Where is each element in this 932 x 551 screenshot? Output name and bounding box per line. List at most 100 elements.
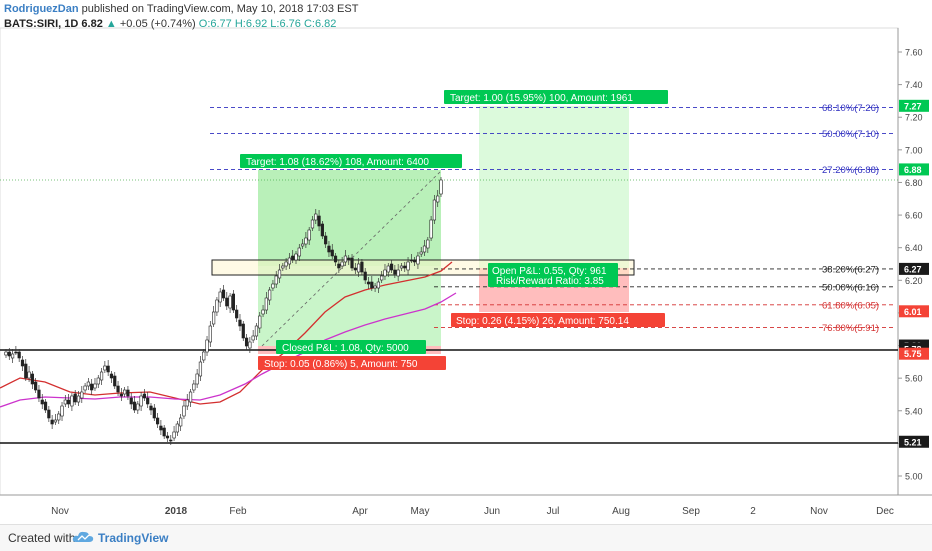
candle-body [198,361,203,377]
candle-body [416,255,420,265]
candle-body [307,229,311,241]
candle-body [4,351,8,356]
target-long-text: Target: 1.08 (18.62%) 108, Amount: 6400 [246,157,429,168]
candle-body [277,269,282,279]
candle-body [261,309,265,315]
candle-body [274,275,278,285]
candle-body [251,335,255,341]
candle-body [182,405,186,417]
time-axis-label: Feb [229,506,247,517]
closed-pl-label[interactable]: Closed P&L: 1.08, Qty: 5000 [276,340,426,354]
candle-body [10,353,15,359]
time-axis-label: Aug [612,506,630,517]
candle-body [116,385,120,393]
price-badges: 7.276.886.276.015.805.785.755.21 [899,99,929,448]
price-tick-label: 7.00 [905,145,923,155]
time-axis-label: Nov [810,506,828,517]
stop-long-text: Stop: 0.05 (0.86%) 5, Amount: 750 [264,359,418,370]
candle-body [310,219,315,229]
candle-body [60,405,64,417]
candle-body [422,245,427,253]
candle-body [406,261,410,271]
created-with-label: Created with [8,531,76,545]
price-badge: 6.27 [899,262,929,275]
candle-body [24,363,28,379]
candle-body [40,399,44,405]
long-profit-zone-lower [258,266,441,346]
fib-label: 50.00%(6.16) [822,282,879,293]
symbol-line: BATS:SIRI, 1D 6.82 ▲ +0.05 (+0.74%) O:6.… [4,17,358,32]
time-axis[interactable]: Nov 2018 Feb Apr May Jun Jul Aug Sep 2 Nov Dec [51,506,894,517]
fib-label: 68.10%(7.26) [822,103,879,114]
candle-body [96,377,100,385]
candle-body [146,397,150,405]
candle-body [221,289,226,299]
candle-body [225,297,229,307]
candle-body [132,401,137,411]
candle-body [370,281,374,289]
candle-body [380,275,384,281]
time-axis-label: Apr [352,506,368,517]
candle-body [205,339,209,353]
symbol-label: BATS:SIRI, 1D [4,18,79,30]
price-tick-label: 7.60 [905,48,923,58]
price-tick-label: 7.40 [905,80,923,90]
change-value: +0.05 (+0.74%) [119,18,196,30]
candle-body [37,389,41,399]
time-axis-label: Jul [547,506,560,517]
tradingview-brand[interactable]: TradingView [98,531,169,545]
open-pl-label[interactable]: Open P&L: 0.55, Qty: 961 Risk/Reward Rat… [488,263,618,287]
candle-body [389,263,394,271]
candle-body [123,389,127,395]
candle-body [165,435,170,439]
candle-body [373,285,377,289]
candle-body [80,391,84,399]
candle-body [419,251,423,255]
publish-info: published on TradingView.com, May 10, 20… [81,3,359,15]
time-axis-label: Dec [876,506,894,517]
time-axis-label: 2 [750,506,756,517]
candle-body [136,403,140,411]
candle-body [399,265,404,269]
price-badge-text: 5.75 [904,349,922,359]
candle-body [281,265,285,269]
candle-body [426,239,430,249]
candle-body [287,257,292,265]
stop-long-label[interactable]: Stop: 0.05 (0.86%) 5, Amount: 750 [258,356,446,370]
candle-body [403,265,407,269]
candle-body [317,215,321,227]
candle-body [50,419,54,425]
price-badge: 5.21 [899,435,929,448]
target-proj-label[interactable]: Target: 1.00 (15.95%) 100, Amount: 1961 [444,90,668,104]
candle-body [413,259,417,263]
candle-body [241,323,245,339]
candle-body [20,359,25,367]
candle-body [330,249,334,257]
candle-body [366,281,371,285]
price-tick-label: 6.80 [905,178,923,188]
candle-body [235,309,239,319]
fib-label: 27.20%(6.88) [822,165,879,176]
candle-body [195,373,199,385]
target-long-label[interactable]: Target: 1.08 (18.62%) 108, Amount: 6400 [240,154,462,168]
author-name[interactable]: RodriguezDan [4,3,79,15]
candle-body [129,397,133,405]
candle-body [218,291,222,303]
candle-body [268,289,272,301]
price-badge-text: 6.27 [904,264,922,274]
fib-label: 76.80%(5.91) [822,323,879,334]
candle-body [228,295,232,309]
stop-proj-label[interactable]: Stop: 0.26 (4.15%) 26, Amount: 750.14 [451,313,665,327]
candle-body [409,259,413,262]
candle-body [294,253,298,261]
candle-body [297,247,301,257]
candle-body [90,383,94,391]
candle-body [67,399,71,405]
candle-body [360,261,364,273]
candle-body [30,373,34,385]
candle-body [350,257,354,269]
candle-body [376,281,380,289]
price-tick-label: 6.20 [905,276,923,286]
candle-body [17,351,21,359]
